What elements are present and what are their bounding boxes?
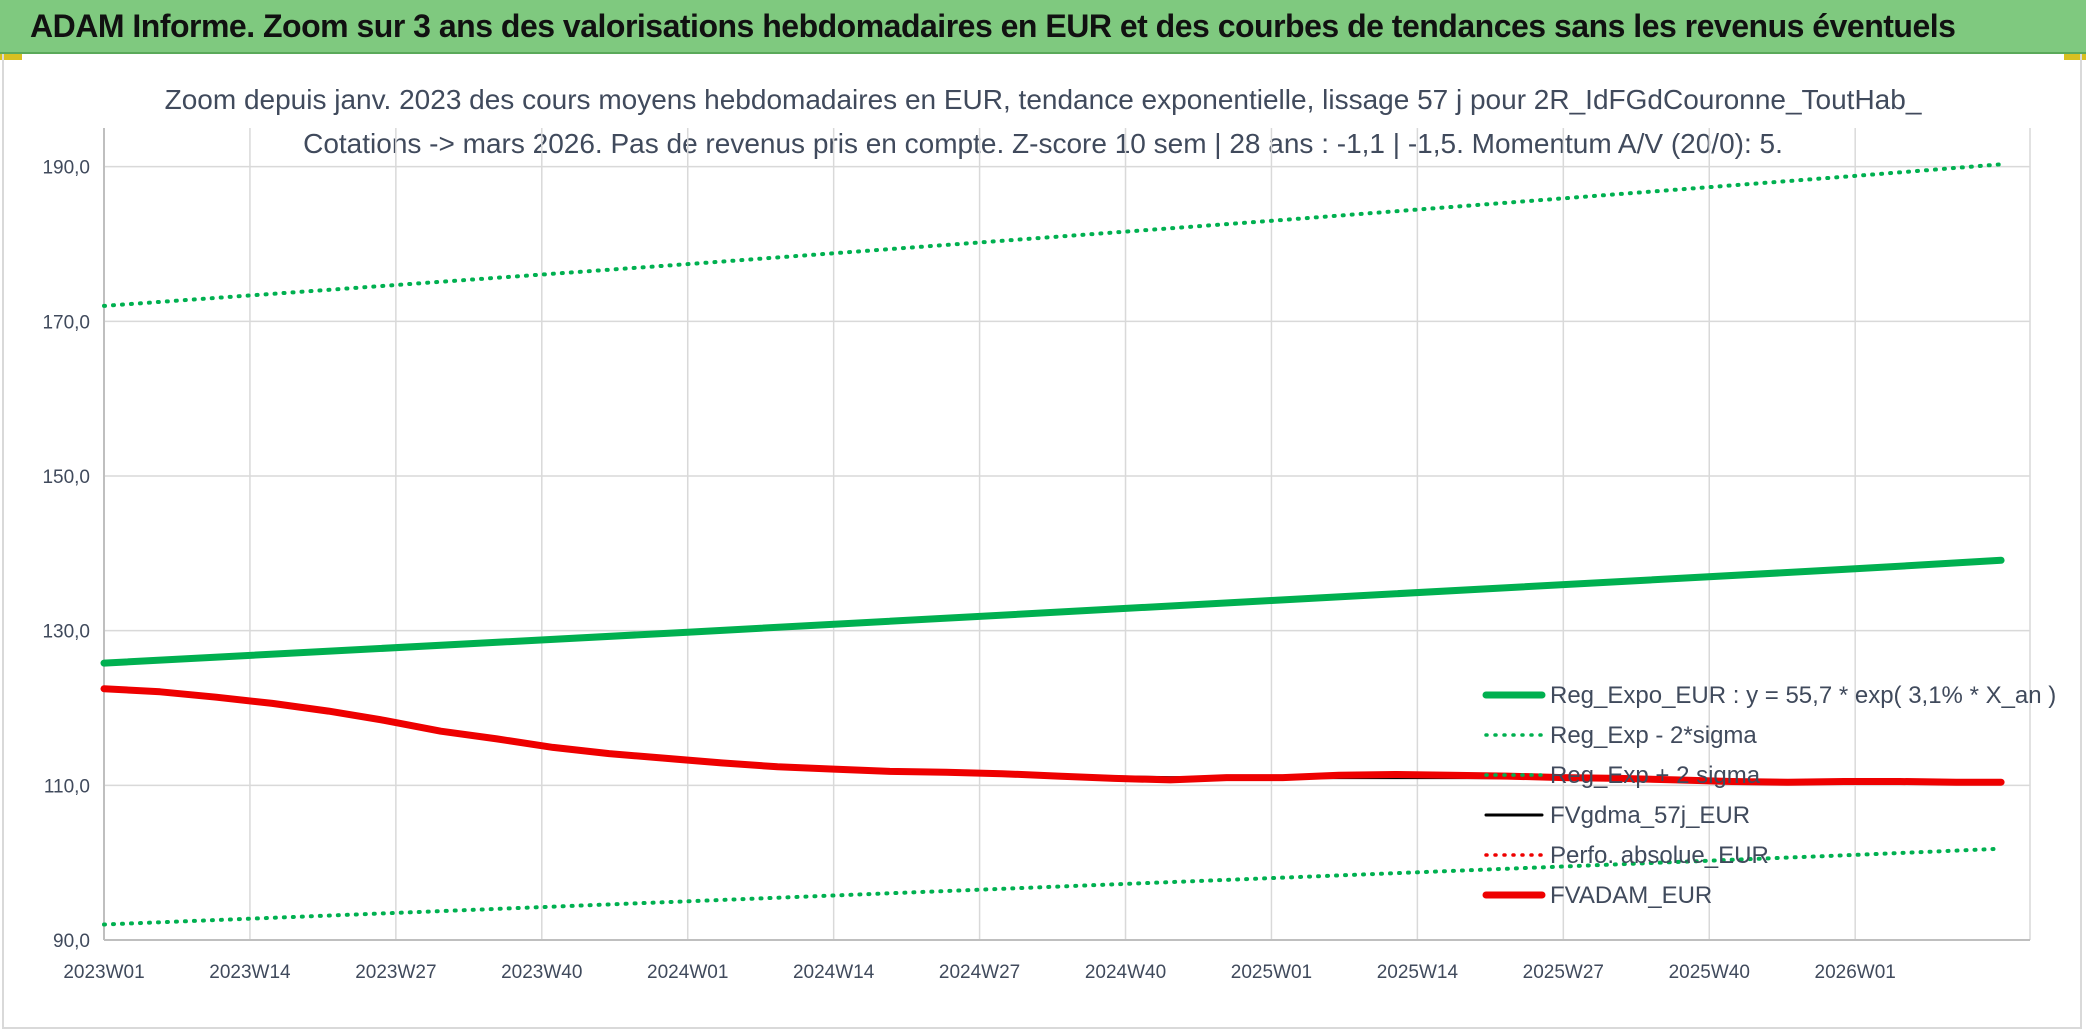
chart-frame [2, 54, 2082, 1029]
x-tick-label: 2024W27 [939, 962, 1020, 983]
grid-lines [103, 128, 2031, 941]
x-tick-label: 2024W14 [793, 962, 875, 983]
y-tick-label: 170,0 [42, 312, 90, 333]
x-tick-label: 2025W14 [1377, 962, 1459, 983]
corner-mark-left [0, 54, 22, 60]
x-tick-label: 2023W14 [209, 962, 291, 983]
x-tick-label: 2024W01 [647, 962, 728, 983]
report-banner: ADAM Informe. Zoom sur 3 ans des valoris… [0, 0, 2086, 54]
series-line-reg-exp-2-sigma [102, 162, 2004, 308]
chart-title-line-1: Zoom depuis janv. 2023 des cours moyens … [164, 84, 1922, 115]
y-tick-label: 150,0 [42, 467, 90, 488]
series-lines [100, 162, 2005, 927]
y-tick-label: 190,0 [42, 158, 90, 179]
axes: 90,0 110,0 130,0 150,0 170,0 190,0 2023W01 2023… [42, 128, 2030, 983]
legend-label-fvadam-eur: FVADAM_EUR [1550, 882, 1712, 909]
x-tick-label: 2024W40 [1085, 962, 1166, 983]
series-line-fvadam-eur [100, 685, 2005, 786]
x-tick-label: 2025W40 [1669, 962, 1750, 983]
y-tick-label: 110,0 [44, 776, 90, 797]
x-tick-label: 2026W01 [1815, 962, 1896, 983]
legend-label-perfo-absolue-eur: Perfo. absolue_EUR [1550, 842, 1769, 869]
legend-label-reg-exp-2-sigma: Reg_Exp + 2 sigma [1550, 762, 1761, 789]
series-line-reg-exp-2-sigma [102, 846, 2004, 927]
x-tick-label: 2025W27 [1523, 962, 1604, 983]
legend: Reg_Expo_EUR : y = 55,7 * exp( 3,1% * X_… [1482, 682, 2056, 909]
x-tick-label: 2025W01 [1231, 962, 1312, 983]
series-line-reg-expo-eur-y-55-7-exp-3-1-x-an [100, 556, 2005, 667]
legend-label-fvgdma-57j-eur: FVgdma_57j_EUR [1550, 802, 1750, 829]
y-tick-label: 130,0 [42, 622, 90, 643]
chart-title-line-2: Cotations -> mars 2026. Pas de revenus p… [303, 128, 1783, 159]
legend-label-reg-expo-eur-y-55-7-exp-3-1-x-an: Reg_Expo_EUR : y = 55,7 * exp( 3,1% * X_… [1550, 682, 2056, 709]
y-tick-label: 90,0 [53, 931, 90, 952]
x-tick-label: 2023W27 [355, 962, 436, 983]
corner-mark-right [2064, 54, 2086, 60]
x-tick-label: 2023W40 [501, 962, 582, 983]
report-title: ADAM Informe. Zoom sur 3 ans des valoris… [30, 8, 1956, 44]
legend-label-reg-exp-2-sigma: Reg_Exp - 2*sigma [1550, 722, 1757, 749]
x-tick-label: 2023W01 [63, 962, 144, 983]
